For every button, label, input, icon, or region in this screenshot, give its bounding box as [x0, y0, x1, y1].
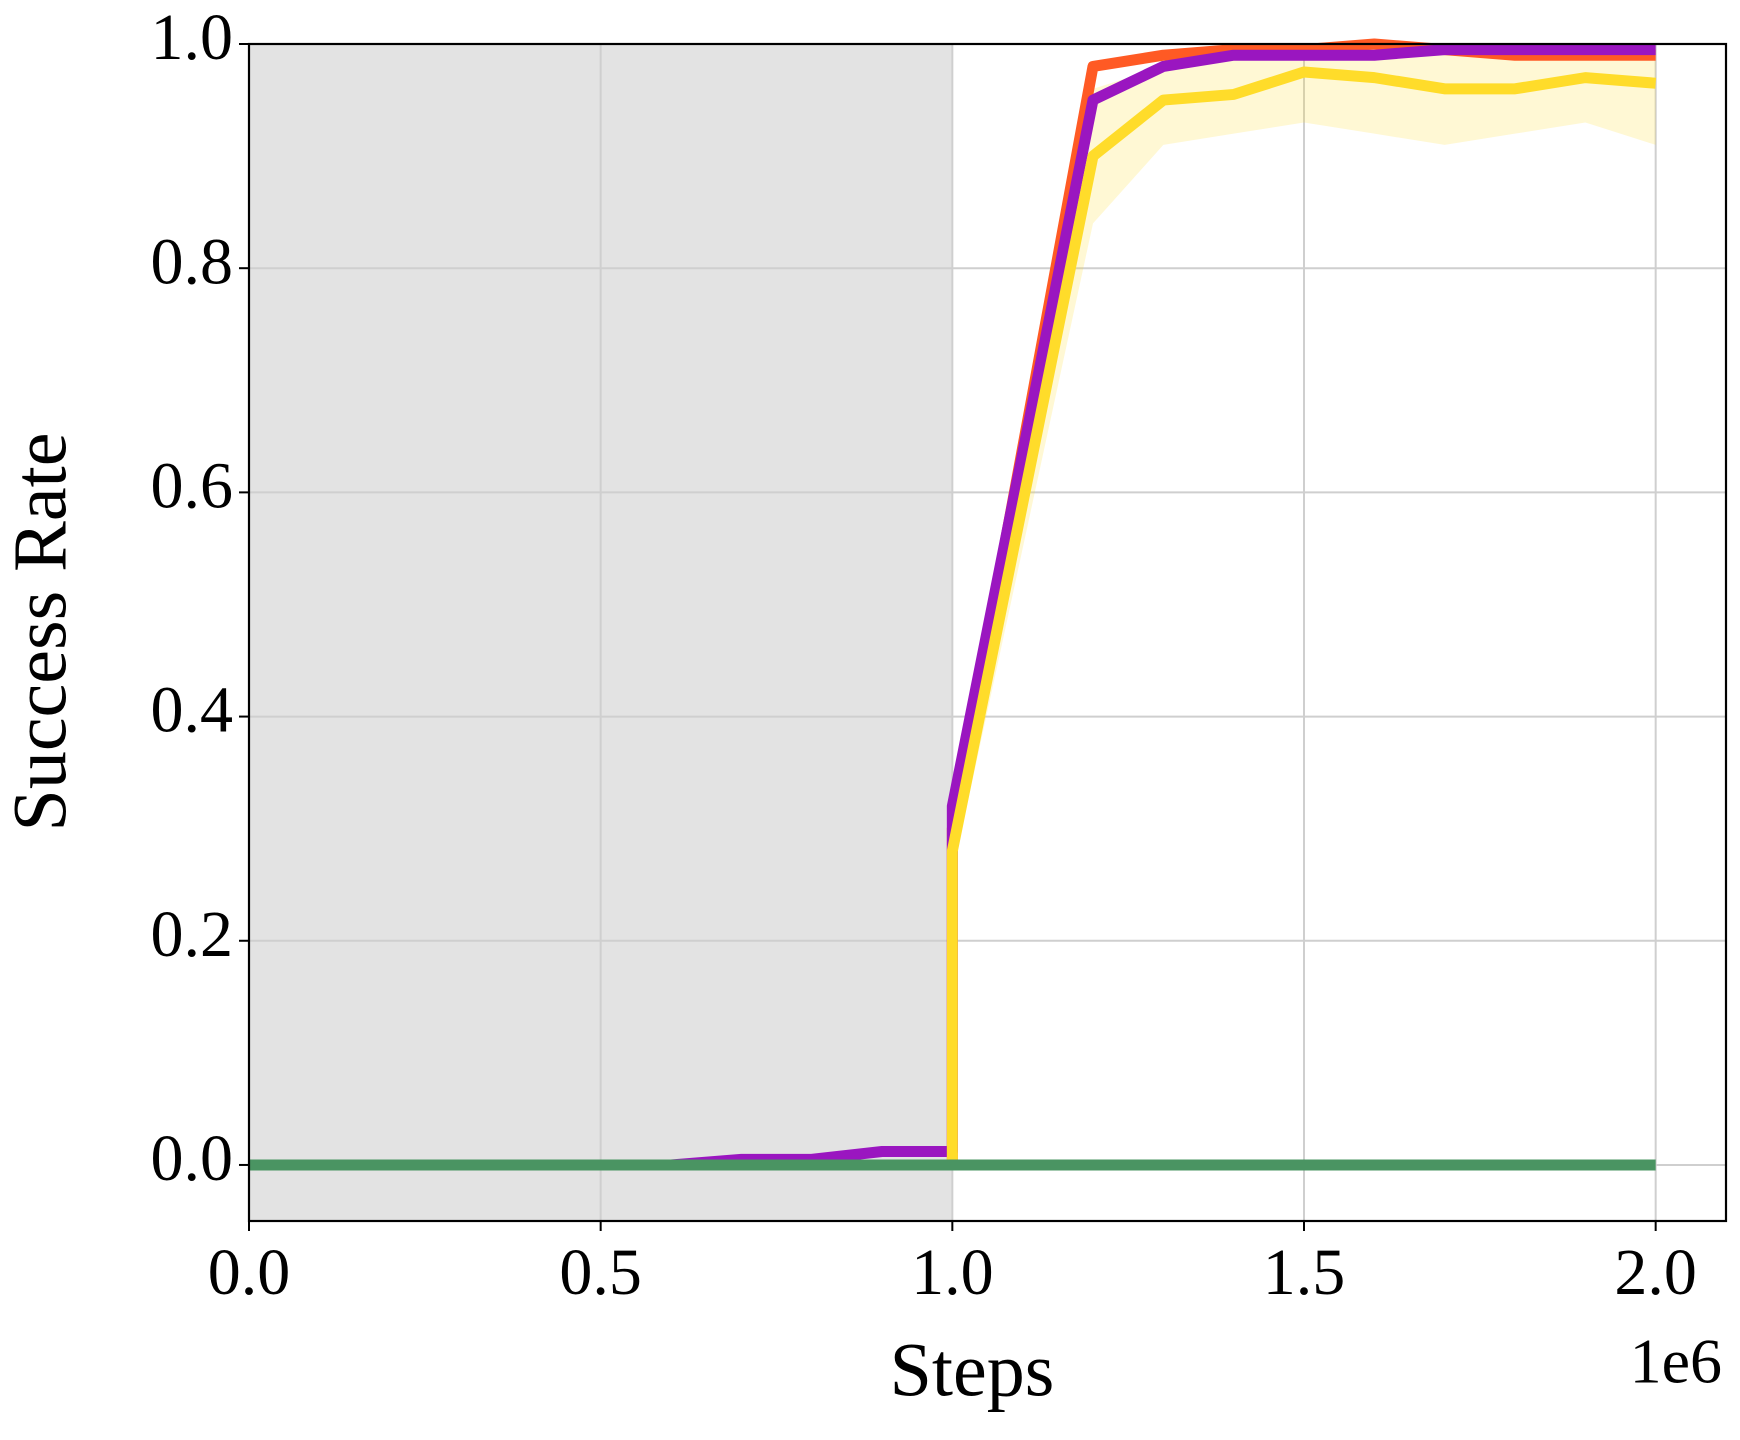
y-tick-label: 0.2 — [151, 898, 234, 971]
x-tick-label: 0.0 — [208, 1236, 291, 1309]
x-tick-label: 0.5 — [559, 1236, 642, 1309]
y-tick-label: 0.4 — [151, 674, 234, 747]
y-tick-label: 1.0 — [151, 1, 234, 74]
y-tick-label: 0.0 — [151, 1122, 234, 1195]
x-tick-label: 2.0 — [1614, 1236, 1697, 1309]
x-tick-label: 1.0 — [911, 1236, 994, 1309]
y-axis-label: Success Rate — [0, 433, 82, 832]
x-axis-label: Steps — [890, 1328, 1055, 1412]
x-offset-label: 1e6 — [1630, 1326, 1722, 1397]
plot-frame — [247, 42, 1728, 1223]
x-tick-label: 1.5 — [1263, 1236, 1346, 1309]
y-tick-label: 0.6 — [151, 450, 234, 523]
y-tick-label: 0.8 — [151, 225, 234, 298]
